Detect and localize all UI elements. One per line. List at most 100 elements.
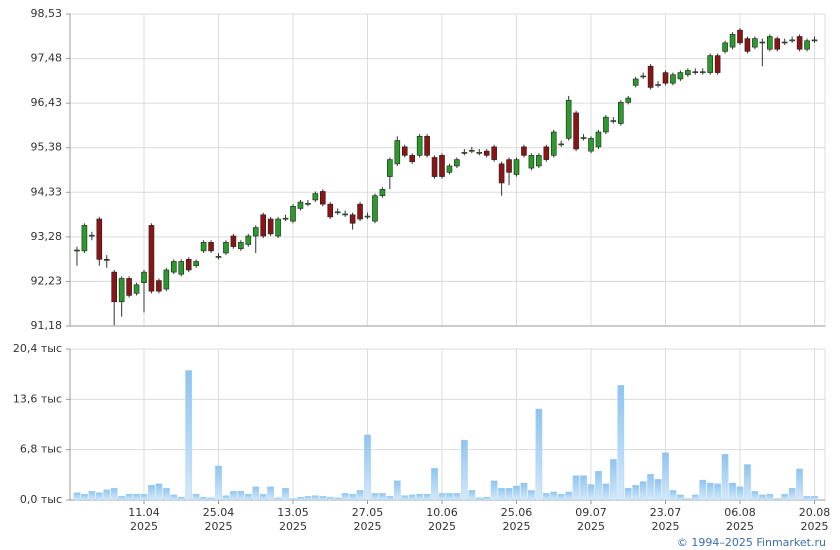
- volume-bar: [148, 485, 155, 501]
- volume-bar: [386, 496, 394, 501]
- volume-bar: [408, 494, 416, 501]
- volume-bar: [185, 370, 193, 501]
- x-tick-year: 2025: [503, 520, 531, 533]
- candle-body: [431, 157, 438, 177]
- volume-bar: [490, 480, 498, 501]
- candle-body: [185, 259, 192, 271]
- candle-body: [640, 75, 646, 78]
- volume-bar: [81, 493, 88, 501]
- volume-bar: [334, 497, 342, 501]
- y-tick-label: 6,8 тыс: [20, 443, 62, 456]
- volume-bar: [110, 488, 118, 501]
- candle-body: [558, 143, 565, 146]
- candle-body: [498, 163, 505, 184]
- volume-bar: [200, 496, 207, 501]
- volume-bar: [170, 494, 178, 501]
- x-tick-year: 2025: [428, 520, 456, 533]
- y-tick-label: 0,0 тыс: [20, 493, 62, 506]
- candle-body: [506, 159, 512, 173]
- volume-bar: [498, 488, 505, 501]
- x-tick-year: 2025: [279, 520, 307, 533]
- candle-body: [774, 38, 781, 50]
- x-tick-label: 13.05: [277, 506, 309, 519]
- volume-bar: [684, 498, 692, 501]
- volume-bar: [691, 494, 699, 501]
- candle-body: [364, 215, 371, 218]
- candle-body: [327, 203, 334, 218]
- volume-bar: [572, 475, 580, 501]
- candle-body: [781, 41, 788, 44]
- candle-body: [759, 41, 766, 44]
- x-tick-label: 27.05: [352, 506, 384, 519]
- candle-body: [513, 159, 520, 175]
- candle-body: [662, 72, 669, 84]
- volume-bar: [140, 493, 148, 501]
- volume-bar: [259, 493, 267, 501]
- candle-body: [737, 29, 743, 44]
- copyright: © 1994–2025 Finmarket.ru: [677, 536, 826, 549]
- x-tick-label: 25.04: [203, 506, 235, 519]
- candle-body: [543, 146, 550, 160]
- volume-bar: [401, 495, 409, 501]
- volume-bar: [595, 470, 602, 501]
- candle-body: [424, 135, 430, 156]
- candle-body: [550, 131, 557, 156]
- candle-body: [163, 269, 170, 290]
- candle-body: [148, 225, 155, 292]
- candle-body: [312, 193, 319, 201]
- x-tick-year: 2025: [652, 520, 680, 533]
- volume-bar: [654, 479, 662, 501]
- candle-body: [796, 36, 803, 50]
- candle-body: [461, 152, 468, 154]
- x-tick-year: 2025: [354, 520, 382, 533]
- candle-body: [111, 271, 117, 303]
- volume-bar: [528, 490, 535, 501]
- candle-body: [707, 55, 714, 73]
- x-tick-year: 2025: [577, 520, 605, 533]
- volume-bar: [237, 490, 245, 501]
- candle-body: [252, 227, 259, 237]
- volume-bar: [304, 496, 312, 501]
- volume-bar: [483, 496, 491, 501]
- volume-bar: [95, 492, 103, 501]
- y-tick-label: 98,53: [31, 7, 63, 20]
- candle-body: [610, 120, 617, 122]
- candle-body: [729, 34, 736, 48]
- volume-bar: [319, 496, 327, 501]
- candle-body: [245, 235, 252, 245]
- candle-body: [491, 146, 497, 160]
- volume-bar: [729, 482, 736, 501]
- volume-bar: [587, 484, 595, 501]
- candle-body: [223, 242, 229, 254]
- candle-body: [617, 101, 624, 124]
- candle-body: [81, 225, 88, 252]
- candle-body: [171, 261, 177, 273]
- volume-bar: [788, 488, 796, 501]
- volume-bar: [416, 493, 424, 501]
- volume-bar: [267, 486, 275, 501]
- volume-bar: [349, 493, 356, 501]
- candle-body: [349, 214, 356, 224]
- candle-body: [141, 271, 147, 284]
- volume-bar: [475, 497, 483, 501]
- candle-body: [699, 71, 706, 74]
- volume-bar: [736, 486, 744, 501]
- x-tick-label: 11.04: [128, 506, 160, 519]
- candle-body: [334, 211, 341, 214]
- volume-bar: [550, 491, 558, 501]
- volume-bar: [438, 493, 446, 501]
- volume-bar: [393, 480, 401, 501]
- x-tick-year: 2025: [801, 520, 829, 533]
- volume-bar: [781, 493, 789, 501]
- candle-body: [752, 38, 758, 48]
- volume-bar: [118, 496, 125, 501]
- volume-bar: [557, 493, 565, 501]
- x-tick-label: 20.08: [799, 506, 831, 519]
- volume-bar: [542, 493, 550, 501]
- candle-body: [483, 150, 490, 156]
- x-tick-year: 2025: [205, 520, 233, 533]
- volume-bar: [744, 464, 751, 501]
- volume-bar: [297, 496, 304, 501]
- volume-bar: [602, 483, 610, 501]
